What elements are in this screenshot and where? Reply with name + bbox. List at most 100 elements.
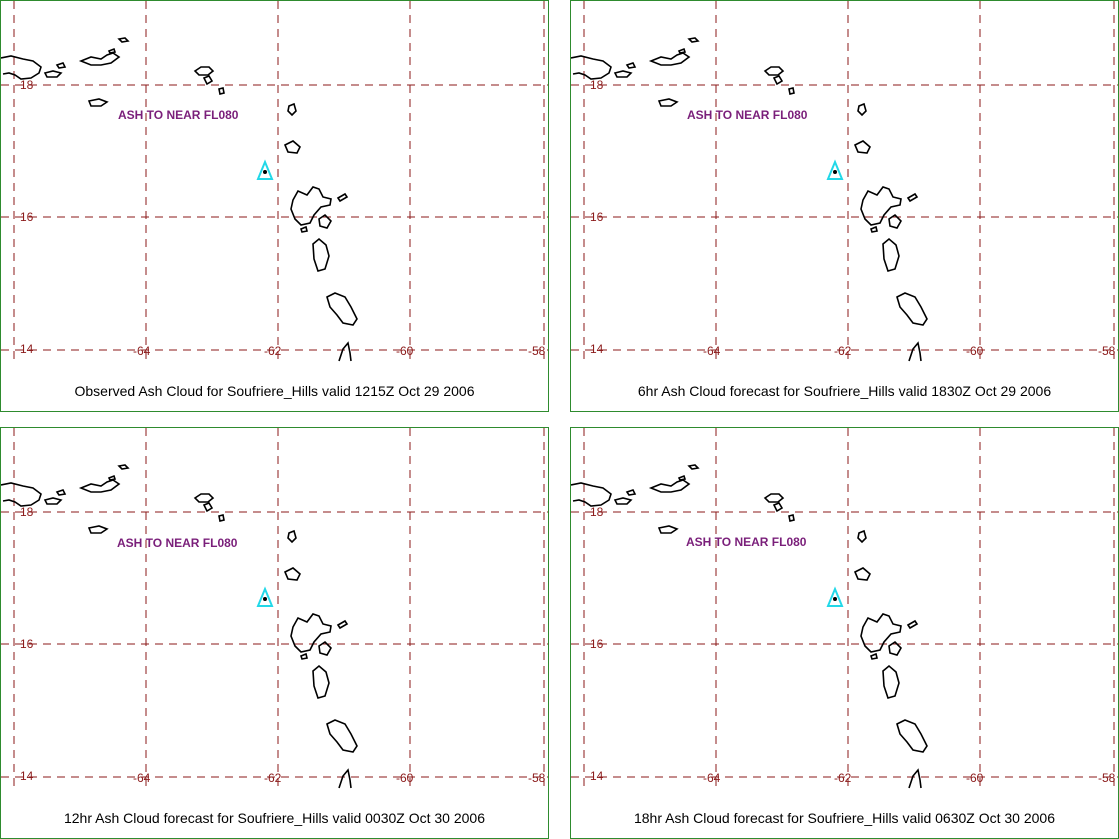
lat-label-14: 14 xyxy=(590,769,604,783)
coastline xyxy=(853,140,871,154)
lon-label-62: -62 xyxy=(834,344,852,358)
coastline xyxy=(625,62,637,69)
coastline xyxy=(117,464,130,470)
coastline xyxy=(300,652,308,660)
coastline xyxy=(763,66,785,76)
coastline xyxy=(896,292,928,326)
lat-label-16: 16 xyxy=(590,637,604,651)
coastline xyxy=(677,474,687,481)
volcano-vent-dot xyxy=(833,597,837,601)
coastline xyxy=(338,341,352,362)
lat-label-14: 14 xyxy=(590,342,604,356)
coastline xyxy=(882,664,900,699)
coastline xyxy=(107,474,117,481)
coastline xyxy=(287,529,297,544)
lat-label-16: 16 xyxy=(590,210,604,224)
coastline xyxy=(55,489,67,496)
lon-label-60: -60 xyxy=(966,771,984,785)
coastline xyxy=(677,47,687,54)
map-canvas xyxy=(571,428,1118,789)
ash-annotation: ASH TO NEAR FL080 xyxy=(686,535,807,549)
lon-label-58: -58 xyxy=(1098,771,1116,785)
coastline xyxy=(906,192,919,203)
coastline xyxy=(218,87,225,95)
coastline xyxy=(571,55,612,80)
coastline xyxy=(687,37,700,43)
panel-caption: Observed Ash Cloud for Soufriere_Hills v… xyxy=(74,383,475,399)
coastline xyxy=(318,213,332,229)
coastline xyxy=(117,37,130,43)
map-layer xyxy=(1,1,548,362)
coastline xyxy=(78,52,121,66)
lon-label-62: -62 xyxy=(834,771,852,785)
map-layer xyxy=(571,1,1118,362)
coastline xyxy=(888,213,902,229)
volcano-vent-dot xyxy=(833,170,837,174)
coastline xyxy=(908,341,922,362)
coastline xyxy=(87,98,109,107)
coastline xyxy=(772,75,784,86)
lat-label-14: 14 xyxy=(20,769,34,783)
coastline xyxy=(625,489,637,496)
panel-caption: 18hr Ash Cloud forecast for Soufriere_Hi… xyxy=(633,810,1055,826)
coastline xyxy=(648,52,691,66)
coastline xyxy=(772,502,784,513)
coastline xyxy=(896,719,928,753)
coastline xyxy=(312,664,330,699)
lat-label-18: 18 xyxy=(590,505,604,519)
coastline xyxy=(788,514,795,522)
coastline xyxy=(300,225,308,233)
coastline xyxy=(1,482,42,507)
coastline xyxy=(336,619,349,630)
coastline xyxy=(908,768,922,789)
coastline xyxy=(218,514,225,522)
volcano-vent-dot xyxy=(263,597,267,601)
coastline xyxy=(202,75,214,86)
lon-label-64: -64 xyxy=(133,771,151,785)
lon-label-58: -58 xyxy=(528,771,546,785)
coastline xyxy=(193,493,215,503)
coastline xyxy=(870,652,878,660)
map-panel-6hr: 18 16 14 -64 -62 -60 -58 ASH TO NEAR FL0… xyxy=(570,0,1119,412)
lat-label-16: 16 xyxy=(20,210,34,224)
lat-label-14: 14 xyxy=(20,342,34,356)
volcano-triangle-icon xyxy=(256,586,274,607)
lat-label-18: 18 xyxy=(20,505,34,519)
coastline xyxy=(43,70,63,78)
lon-label-60: -60 xyxy=(966,344,984,358)
coastline xyxy=(55,62,67,69)
lon-label-58: -58 xyxy=(528,344,546,358)
coastline xyxy=(338,768,352,789)
coastline xyxy=(571,482,612,507)
lon-label-62: -62 xyxy=(264,771,282,785)
coastline xyxy=(860,613,902,653)
lon-label-62: -62 xyxy=(264,344,282,358)
coastline xyxy=(193,66,215,76)
coastline xyxy=(857,102,867,117)
coastline xyxy=(326,292,358,326)
lat-label-18: 18 xyxy=(20,78,34,92)
lat-label-16: 16 xyxy=(20,637,34,651)
coastline xyxy=(613,497,633,505)
coastline xyxy=(788,87,795,95)
coastline xyxy=(336,192,349,203)
panel-caption: 12hr Ash Cloud forecast for Soufriere_Hi… xyxy=(63,810,485,826)
coastline xyxy=(857,529,867,544)
coastline xyxy=(290,186,332,226)
coastline xyxy=(860,186,902,226)
coastline xyxy=(1,55,42,80)
coastline xyxy=(312,237,330,272)
coastline xyxy=(283,140,301,154)
volcano-triangle-icon xyxy=(256,159,274,180)
lon-label-64: -64 xyxy=(703,344,721,358)
lon-label-64: -64 xyxy=(133,344,151,358)
coastline xyxy=(318,640,332,656)
lon-label-60: -60 xyxy=(396,771,414,785)
panel-caption: 6hr Ash Cloud forecast for Soufriere_Hil… xyxy=(637,383,1052,399)
coastline xyxy=(888,640,902,656)
lon-label-58: -58 xyxy=(1098,344,1116,358)
coastline xyxy=(43,497,63,505)
coastline xyxy=(78,479,121,493)
lon-label-60: -60 xyxy=(396,344,414,358)
ash-annotation: ASH TO NEAR FL080 xyxy=(117,536,238,550)
